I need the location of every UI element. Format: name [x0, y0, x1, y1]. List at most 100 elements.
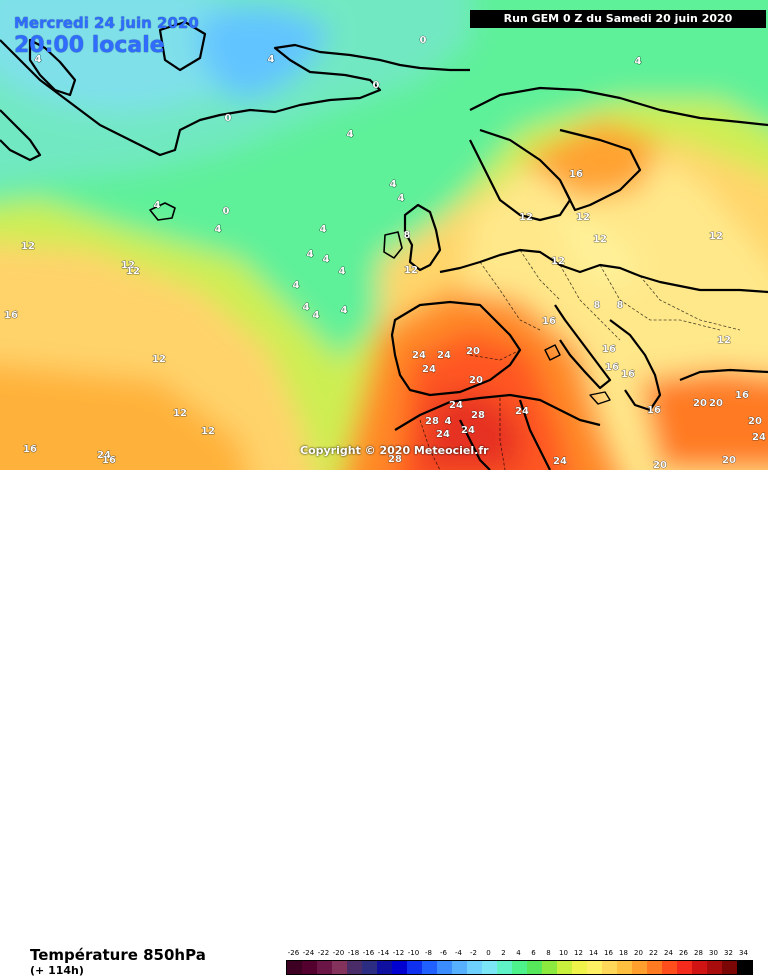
isotherm-label: 4: [341, 305, 348, 316]
scale-swatch: [332, 961, 347, 974]
scale-tick-label: 6: [531, 949, 536, 957]
isotherm-label: 24: [422, 364, 436, 375]
scale-tick-label: 14: [589, 949, 598, 957]
scale-tick-label: -22: [317, 949, 330, 957]
scale-swatch: [647, 961, 662, 974]
isotherm-label: 0: [420, 35, 427, 46]
isotherm-label: 4: [635, 56, 642, 67]
isotherm-label: 12: [152, 354, 166, 365]
scale-swatch: [467, 961, 482, 974]
isotherm-label: 12: [519, 212, 533, 223]
isotherm-label: 24: [515, 406, 529, 417]
scale-tick-label: 30: [709, 949, 718, 957]
color-scale-labels: -26 -24 -22 -20 -18 -16 -14 -12 -10 -8 -6 -4 -2 0 2 4 6 8…: [282, 949, 754, 959]
scale-swatch: [287, 961, 302, 974]
temperature-field: [0, 0, 768, 470]
scale-swatch: [722, 961, 737, 974]
scale-swatch: [662, 961, 677, 974]
isotherm-label: 16: [102, 455, 116, 466]
isotherm-label: 20: [693, 398, 707, 409]
scale-tick-label: -8: [425, 949, 432, 957]
model-run-banner: Run GEM 0 Z du Samedi 20 juin 2020: [470, 10, 766, 28]
isotherm-label: 16: [4, 310, 18, 321]
scale-tick-label: -12: [392, 949, 405, 957]
scale-swatch: [317, 961, 332, 974]
isotherm-label: 4: [215, 224, 222, 235]
footer-panel: Température 850hPa (+ 114h) -26 -24 -22 -20…: [0, 470, 768, 977]
isotherm-label: 4: [320, 224, 327, 235]
isotherm-label: 12: [576, 212, 590, 223]
isotherm-label: 24: [436, 429, 450, 440]
isotherm-label: 20: [466, 346, 480, 357]
valid-time: 20:00 locale: [14, 33, 165, 58]
isotherm-label: 20: [748, 416, 762, 427]
scale-tick-label: 32: [724, 949, 733, 957]
isotherm-label: 4: [35, 54, 42, 65]
scale-tick-label: -16: [362, 949, 375, 957]
scale-swatch: [587, 961, 602, 974]
scale-swatch: [692, 961, 707, 974]
isotherm-label: 12: [21, 241, 35, 252]
isotherm-label: 16: [647, 405, 661, 416]
isotherm-label: 16: [605, 362, 619, 373]
isotherm-label: 16: [23, 444, 37, 455]
scale-tick-label: -20: [332, 949, 345, 957]
forecast-lead-time: (+ 114h): [30, 964, 84, 977]
scale-swatch: [497, 961, 512, 974]
scale-tick-label: -18: [347, 949, 360, 957]
isotherm-label: 24: [553, 456, 567, 467]
isotherm-label: 16: [542, 316, 556, 327]
isotherm-label: 4: [339, 266, 346, 277]
scale-tick-label: 2: [501, 949, 506, 957]
isotherm-label: 8: [404, 230, 411, 241]
isotherm-label: 16: [621, 369, 635, 380]
isotherm-label: 20: [709, 398, 723, 409]
isotherm-label: 12: [404, 265, 418, 276]
scale-swatch: [527, 961, 542, 974]
scale-tick-label: -24: [302, 949, 315, 957]
scale-swatch: [512, 961, 527, 974]
isotherm-label: 24: [437, 350, 451, 361]
isotherm-label: 4: [293, 280, 300, 291]
isotherm-label: 4: [268, 54, 275, 65]
scale-swatch: [482, 961, 497, 974]
scale-swatch: [362, 961, 377, 974]
isotherm-label: 24: [97, 450, 111, 461]
scale-tick-label: -2: [470, 949, 477, 957]
isotherm-label: 0: [225, 113, 232, 124]
isotherm-label: 16: [569, 169, 583, 180]
isotherm-label: 12: [173, 408, 187, 419]
scale-tick-label: 0: [486, 949, 491, 957]
isotherm-label: 4: [303, 302, 310, 313]
isotherm-label: 12: [121, 260, 135, 271]
scale-tick-label: 16: [604, 949, 613, 957]
scale-swatch: [632, 961, 647, 974]
scale-swatch: [422, 961, 437, 974]
isotherm-label: 12: [717, 335, 731, 346]
isotherm-label: 24: [412, 350, 426, 361]
isotherm-label: 28: [425, 416, 439, 427]
scale-swatch: [437, 961, 452, 974]
isotherm-label: 8: [594, 300, 601, 311]
isotherm-label: 4: [398, 193, 405, 204]
isotherm-label: 0: [223, 206, 230, 217]
scale-swatch: [677, 961, 692, 974]
scale-tick-label: -26: [287, 949, 300, 957]
scale-tick-label: 26: [679, 949, 688, 957]
scale-tick-label: 28: [694, 949, 703, 957]
isotherm-label: 12: [551, 256, 565, 267]
isotherm-label: 12: [201, 426, 215, 437]
isotherm-label: 12: [709, 231, 723, 242]
isotherm-label: 24: [449, 400, 463, 411]
isotherm-label: 24: [461, 425, 475, 436]
isotherm-label: 12: [126, 266, 140, 277]
scale-tick-label: 4: [516, 949, 521, 957]
scale-tick-label: 34: [739, 949, 748, 957]
scale-tick-label: 24: [664, 949, 673, 957]
scale-swatch: [737, 961, 752, 974]
scale-tick-label: 10: [559, 949, 568, 957]
isotherm-label: 4: [313, 310, 320, 321]
scale-tick-label: 8: [546, 949, 551, 957]
scale-tick-label: -4: [455, 949, 462, 957]
isotherm-label: 16: [602, 344, 616, 355]
